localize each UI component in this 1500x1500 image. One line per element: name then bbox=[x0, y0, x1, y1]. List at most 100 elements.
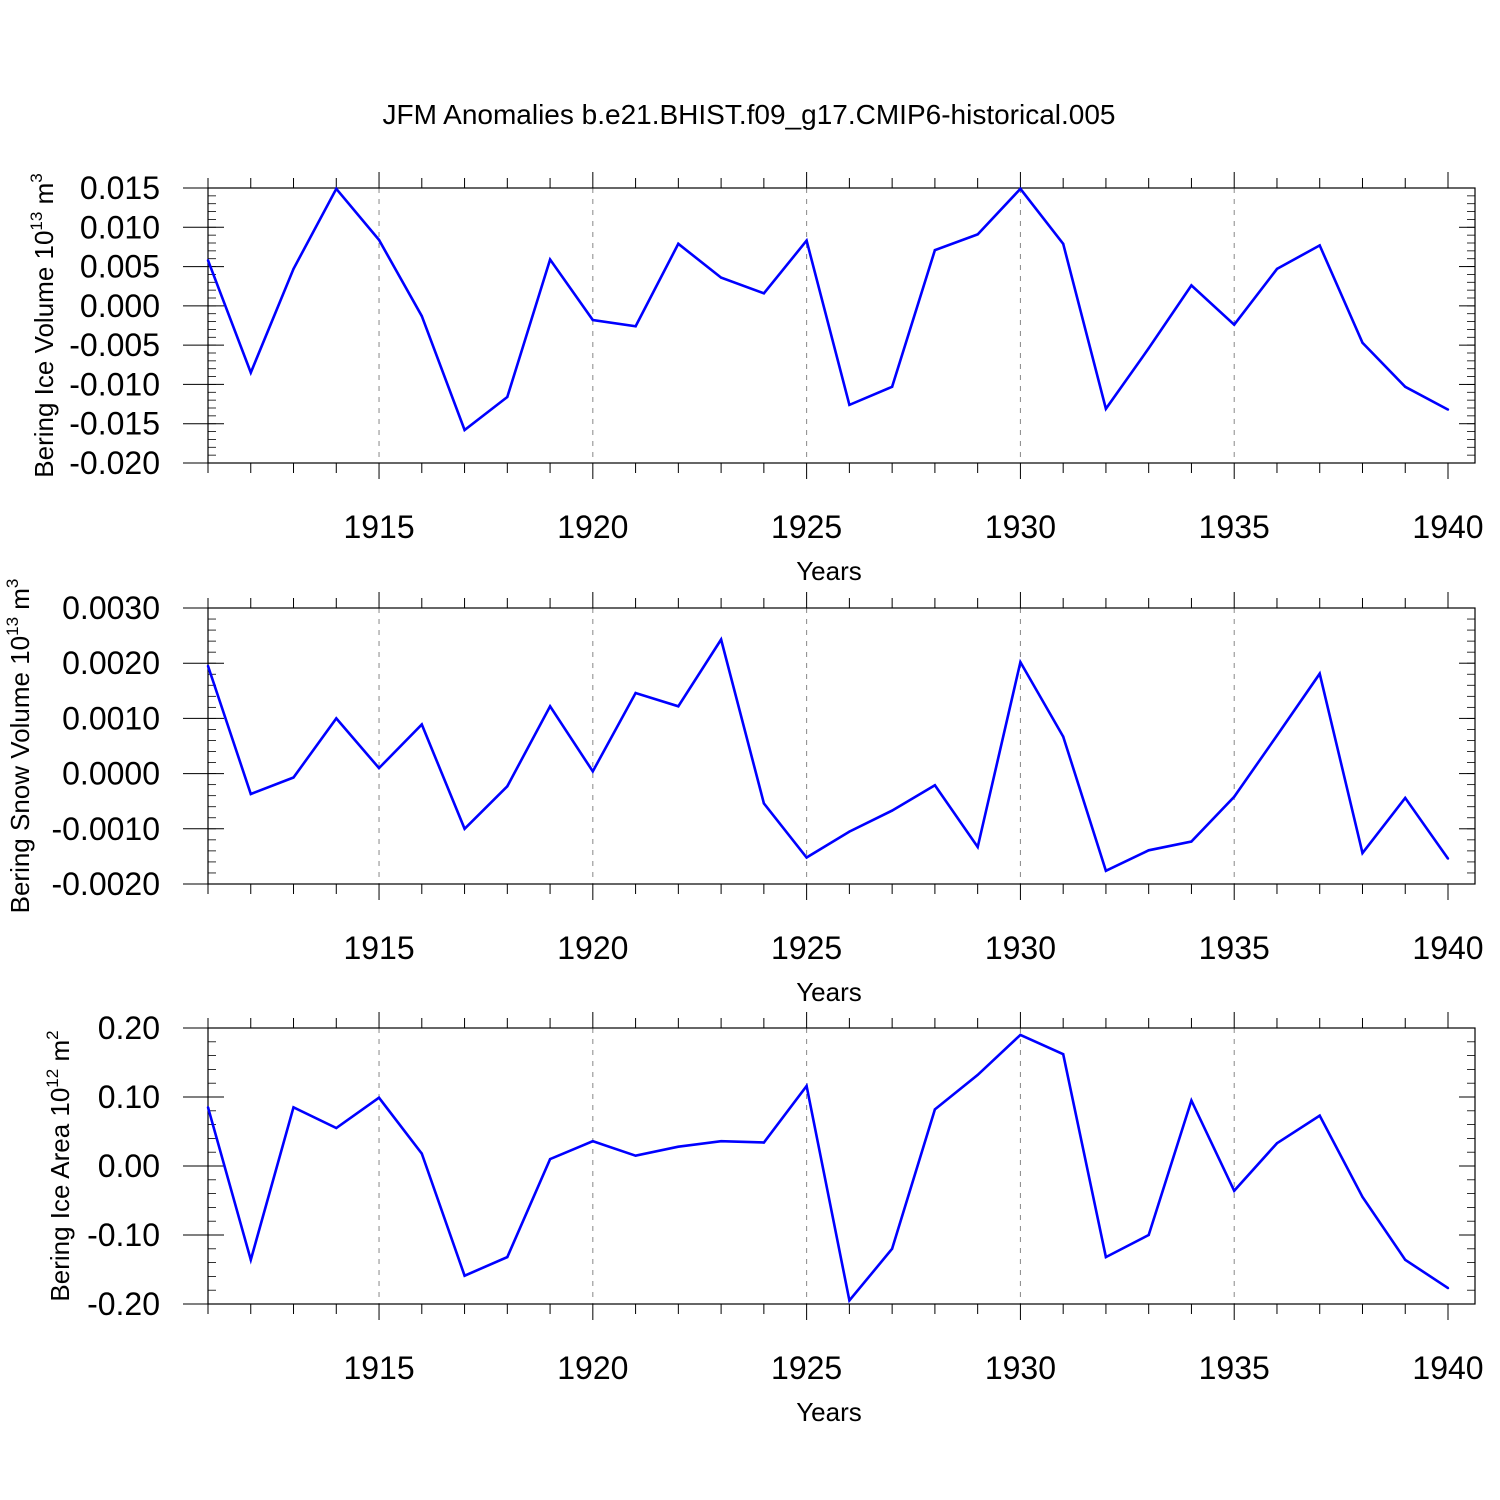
data-point bbox=[890, 809, 894, 812]
data-point bbox=[548, 258, 552, 261]
data-point bbox=[1233, 323, 1236, 326]
data-point bbox=[976, 845, 979, 849]
data-point bbox=[292, 267, 295, 271]
y-tick-label: 0.000 bbox=[80, 288, 160, 324]
data-point bbox=[377, 766, 381, 770]
y-tick-label: -0.20 bbox=[87, 1286, 160, 1322]
data-point bbox=[1404, 1258, 1407, 1262]
data-point bbox=[1446, 408, 1450, 411]
data-point bbox=[1318, 244, 1321, 247]
data-point bbox=[848, 403, 851, 407]
data-point bbox=[463, 428, 466, 432]
x-tick-label: 1935 bbox=[1199, 930, 1270, 966]
chart-panel-3: 0.20 0.10 0.00 -0.10 -0.20 1915 1920 1925 1930 19… bbox=[43, 1010, 1484, 1427]
data-point bbox=[805, 856, 808, 859]
y-axis-label: Bering Ice Area 1012 m2 bbox=[43, 1030, 75, 1301]
x-tick-label: 1935 bbox=[1199, 1350, 1270, 1386]
data-point bbox=[206, 1106, 210, 1109]
data-point bbox=[1147, 347, 1150, 350]
data-point bbox=[848, 830, 851, 833]
data-point bbox=[377, 238, 381, 242]
y-tick-label: 0.0010 bbox=[62, 700, 160, 736]
series-line bbox=[206, 636, 1450, 873]
data-point bbox=[249, 792, 252, 796]
x-tick-label: 1930 bbox=[985, 1350, 1056, 1386]
data-point bbox=[335, 1126, 338, 1130]
data-point bbox=[1233, 1189, 1236, 1193]
data-point bbox=[677, 705, 680, 708]
data-point bbox=[206, 664, 210, 668]
x-tick-label: 1915 bbox=[343, 1350, 414, 1386]
data-point bbox=[506, 1255, 509, 1259]
data-point bbox=[1404, 796, 1407, 800]
data-point bbox=[1061, 242, 1065, 245]
data-point bbox=[420, 1152, 423, 1155]
data-point bbox=[1275, 1142, 1279, 1145]
data-point bbox=[1361, 341, 1364, 344]
data-point bbox=[1275, 734, 1279, 737]
y-tick-label: 0.00 bbox=[98, 1148, 160, 1184]
y-tick-label: 0.015 bbox=[80, 170, 160, 206]
data-point bbox=[1104, 869, 1108, 872]
data-point bbox=[976, 1073, 979, 1077]
data-point bbox=[1318, 672, 1321, 675]
data-point bbox=[1061, 1053, 1065, 1056]
data-point bbox=[1446, 1286, 1450, 1290]
x-axis-label: Years bbox=[796, 556, 862, 586]
data-point bbox=[933, 248, 937, 252]
plot-frame bbox=[207, 607, 1476, 885]
x-tick-label: 1940 bbox=[1412, 1350, 1483, 1386]
data-point bbox=[933, 1108, 937, 1111]
data-point bbox=[1019, 660, 1022, 664]
chart-panel-2: 0.0030 0.0020 0.0010 0.0000 -0.0010 -0.0020 19… bbox=[3, 579, 1484, 1007]
data-point bbox=[890, 385, 894, 388]
data-point bbox=[1190, 1099, 1193, 1102]
y-tick-label: 0.10 bbox=[98, 1079, 160, 1115]
x-axis-label: Years bbox=[796, 1397, 862, 1427]
data-point bbox=[591, 770, 595, 773]
data-point bbox=[762, 1141, 766, 1144]
data-point bbox=[463, 827, 466, 830]
data-point bbox=[933, 783, 937, 787]
data-point bbox=[1104, 407, 1108, 410]
series-line bbox=[206, 186, 1449, 433]
data-point bbox=[1275, 267, 1279, 271]
x-tick-label: 1925 bbox=[771, 509, 842, 545]
data-point bbox=[420, 723, 423, 726]
data-point bbox=[292, 776, 295, 779]
y-tick-label: 0.010 bbox=[80, 209, 160, 245]
x-axis-label: Years bbox=[796, 977, 862, 1007]
data-point bbox=[890, 1247, 894, 1251]
data-point bbox=[1446, 857, 1450, 860]
data-point bbox=[762, 802, 766, 805]
y-tick-label: -0.0010 bbox=[51, 811, 160, 847]
x-tick-label: 1940 bbox=[1412, 509, 1483, 545]
data-point bbox=[249, 1258, 252, 1262]
data-point bbox=[420, 314, 423, 318]
data-point bbox=[1061, 735, 1065, 738]
data-point bbox=[1019, 1033, 1022, 1037]
x-tick-label: 1935 bbox=[1199, 509, 1270, 545]
x-tick-label: 1915 bbox=[343, 930, 414, 966]
data-point bbox=[848, 1299, 851, 1302]
x-tick-label: 1915 bbox=[343, 509, 414, 545]
data-point bbox=[634, 1154, 637, 1157]
x-tick-label: 1920 bbox=[557, 509, 628, 545]
data-point bbox=[805, 239, 808, 242]
x-tick-label: 1920 bbox=[557, 930, 628, 966]
data-point bbox=[677, 1145, 680, 1148]
data-point bbox=[719, 276, 723, 279]
data-point bbox=[506, 395, 509, 399]
data-point bbox=[206, 259, 210, 262]
y-tick-label: 0.0030 bbox=[62, 590, 160, 626]
data-point bbox=[548, 1157, 552, 1161]
data-point bbox=[591, 318, 595, 322]
data-point bbox=[805, 1084, 808, 1088]
y-tick-label: 0.0000 bbox=[62, 756, 160, 792]
data-point bbox=[463, 1274, 466, 1277]
x-tick-label: 1920 bbox=[557, 1350, 628, 1386]
data-point bbox=[1404, 385, 1407, 388]
data-point bbox=[634, 691, 637, 695]
